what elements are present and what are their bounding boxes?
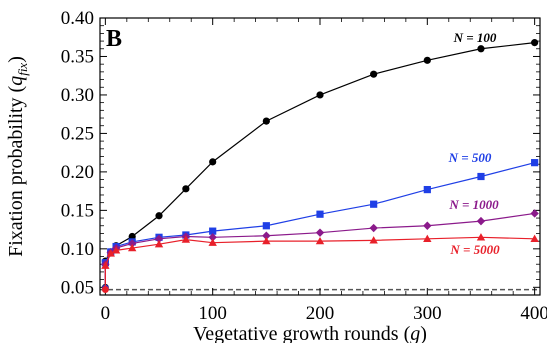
data-point — [208, 238, 217, 246]
panel-letter: B — [106, 26, 122, 52]
data-point — [262, 222, 270, 230]
data-point — [262, 236, 271, 245]
series-5000: N = 5000 — [101, 233, 539, 294]
y-tick-label: 0.10 — [61, 239, 94, 260]
data-point — [315, 236, 325, 245]
data-point — [476, 216, 486, 226]
x-axis-title: Vegetative growth rounds (g) — [193, 323, 427, 343]
y-axis: 0.05 0.10 0.15 0.20 0.25 0.30 0.35 0.40 — [61, 8, 540, 298]
data-point — [423, 56, 431, 64]
series-label: N = 5000 — [449, 242, 500, 257]
data-point — [370, 200, 378, 208]
data-point — [530, 234, 539, 242]
data-point — [209, 158, 217, 166]
data-point — [106, 249, 115, 257]
data-point — [101, 261, 110, 269]
y-tick-label: 0.15 — [61, 200, 94, 221]
data-point — [369, 236, 378, 244]
data-point — [369, 223, 378, 233]
data-point — [423, 234, 432, 242]
data-point — [530, 209, 539, 218]
y-axis-title: Fixation probability (qfix) — [5, 56, 30, 257]
data-point — [476, 233, 486, 241]
y-tick-label: 0.40 — [61, 8, 94, 29]
series-layer: N = 100 N = 500 N = 1000 N = 5000 — [101, 30, 539, 294]
data-point — [370, 70, 378, 78]
data-point — [423, 185, 431, 194]
y-tick-label: 0.20 — [61, 162, 94, 183]
y-tick-label: 0.35 — [61, 46, 94, 67]
x-tick-label: 0 — [101, 303, 111, 324]
data-point — [182, 185, 190, 193]
data-point — [262, 231, 271, 240]
data-point — [208, 233, 217, 242]
data-point — [127, 239, 137, 248]
data-point — [262, 117, 270, 125]
series-label: N = 500 — [448, 150, 492, 165]
x-tick-label: 100 — [198, 303, 227, 324]
data-point — [154, 240, 164, 248]
x-tick-label: 200 — [306, 303, 335, 324]
series-line — [104, 162, 535, 289]
data-point — [531, 39, 539, 47]
series-label: N = 1000 — [448, 197, 499, 212]
data-point — [181, 235, 191, 243]
data-point — [477, 45, 485, 53]
series-label: N = 100 — [453, 30, 497, 45]
data-point — [477, 172, 485, 181]
data-point — [209, 227, 217, 235]
y-tick-label: 0.05 — [61, 277, 94, 298]
data-point — [531, 159, 539, 167]
data-point — [101, 286, 109, 294]
data-point — [316, 91, 324, 99]
x-tick-label: 300 — [413, 303, 442, 324]
data-point — [315, 228, 325, 237]
data-point — [127, 243, 137, 252]
series-500: N = 500 — [101, 150, 539, 292]
y-tick-label: 0.30 — [61, 85, 94, 106]
x-axis: 0 100 200 300 400 — [101, 18, 547, 324]
data-point — [423, 221, 432, 230]
data-point — [155, 212, 163, 220]
data-point — [316, 210, 324, 218]
data-point — [154, 234, 164, 244]
y-tick-label: 0.25 — [61, 123, 94, 144]
x-tick-label: 400 — [520, 303, 547, 324]
data-point — [111, 246, 121, 254]
